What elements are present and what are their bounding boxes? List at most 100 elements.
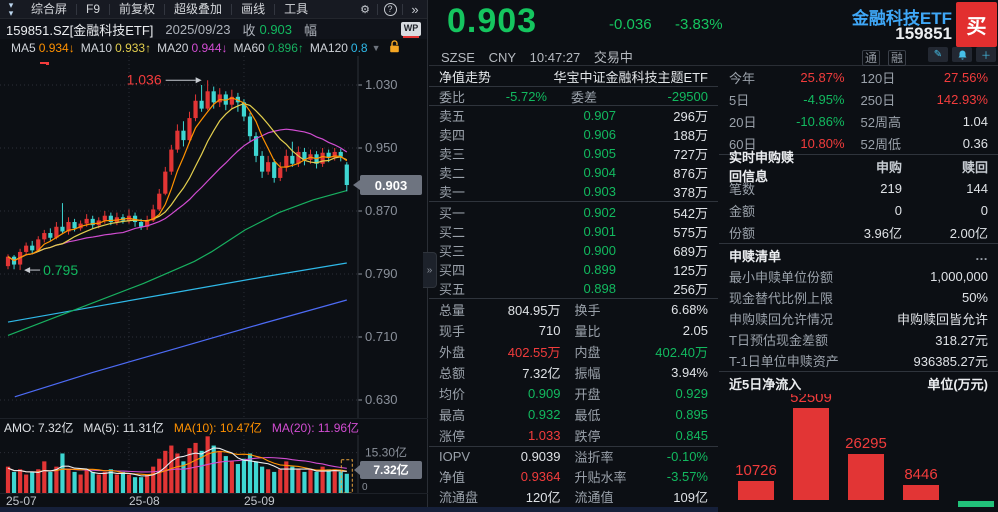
time-axis-label: 25-09	[244, 494, 275, 508]
bid-label: 买二	[439, 224, 466, 240]
iopv-row: 净值 0.9364 升贴水率 -3.57%	[429, 467, 718, 487]
stats-row: 均价 0.909 开盘 0.929	[429, 383, 718, 404]
stat-label: 涨停	[439, 428, 466, 444]
flow-bar-label: 52509	[790, 394, 832, 406]
ask-price: 0.906	[583, 127, 616, 143]
performance-section: 今年 25.87% 120日 27.56% 5日 -4.95% 250日 142.93% 20日…	[719, 66, 998, 154]
menu-item-2[interactable]: F9	[86, 2, 101, 16]
perf-value: 27.56%	[943, 69, 988, 85]
amo-legend-row: AMO: 7.32亿 MA(5): 11.31亿 MA(10): 10.47亿 MA(…	[0, 418, 428, 435]
ask-price: 0.904	[583, 165, 616, 181]
flow-bar	[958, 501, 994, 507]
ask-row[interactable]: 卖五 0.907 296万	[429, 106, 718, 125]
stats-row: 最高 0.932 最低 0.895	[429, 404, 718, 425]
bid-volume: 542万	[673, 205, 708, 221]
ma-label-ma10: MA10	[80, 41, 113, 55]
stat-value: 402.55万	[507, 344, 561, 360]
ask-volume: 188万	[673, 128, 708, 144]
perf-label: 60日	[729, 136, 757, 152]
ask-price: 0.905	[583, 146, 616, 162]
high-price-annotation: 1.036	[127, 71, 162, 87]
perf-label: 120日	[860, 70, 896, 86]
margin-tags: 通融	[854, 49, 906, 66]
stat-value: 2.05	[682, 322, 708, 338]
volume-chart[interactable]: 15.30亿 7.32亿 0	[0, 435, 428, 493]
bid-price: 0.902	[583, 204, 616, 220]
menu-separator	[164, 3, 166, 15]
ask-row[interactable]: 卖四 0.906 188万	[429, 125, 718, 144]
bid-row[interactable]: 买一 0.902 542万	[429, 202, 718, 221]
bid-label: 买四	[439, 262, 466, 278]
ask-row[interactable]: 卖一 0.903 378万	[429, 182, 718, 201]
fund-full-name: 华宝中证金融科技主题ETF	[553, 69, 708, 85]
header-action-icons: ✎ ＋	[924, 47, 996, 62]
volume-axis-tick: 15.30亿	[365, 445, 407, 460]
menu-item-3[interactable]: 前复权	[119, 2, 156, 16]
dropdown-icon[interactable]: ▾ ▾	[8, 0, 14, 18]
y-axis-tick: 0.950	[365, 140, 398, 155]
pcf-row: T日预估现金差额 318.27元	[719, 329, 998, 350]
bid-volume: 689万	[673, 243, 708, 259]
pcf-value: 318.27元	[935, 333, 988, 348]
pencil-icon[interactable]: ✎	[928, 47, 948, 62]
ask-label: 卖四	[439, 128, 466, 144]
bid-row[interactable]: 买二 0.901 575万	[429, 222, 718, 241]
flow-bar	[738, 481, 774, 500]
nav-trend-row[interactable]: 净值走势 华宝中证金融科技主题ETF	[429, 66, 718, 87]
iopv-row: 流通盘 120亿 流通值 109亿	[429, 487, 718, 507]
bid-row[interactable]: 买五 0.898 256万	[429, 279, 718, 298]
bid-label: 买一	[439, 205, 466, 221]
menu-item-6[interactable]: 工具	[284, 2, 309, 16]
price-change-percent: -3.83%	[675, 16, 723, 33]
flow-bar-label: 8446	[904, 466, 938, 484]
menu-item-5[interactable]: 画线	[241, 2, 266, 16]
more-ellipsis[interactable]: …	[975, 247, 988, 263]
subs-value: 3.96亿	[863, 225, 902, 241]
time-axis-label: 25-08	[129, 494, 160, 508]
redeem-value: 144	[966, 180, 988, 196]
candlestick-chart[interactable]: 1.030 0.950 0.870 0.790 0.710 0.630 1.036 0.795…	[0, 56, 428, 418]
stat-label: 均价	[439, 386, 466, 402]
plus-icon[interactable]: ＋	[976, 47, 996, 62]
bid-row[interactable]: 买四 0.899 125万	[429, 260, 718, 279]
pcf-label: 申购赎回允许情况	[729, 312, 834, 327]
lock-icon[interactable]	[389, 40, 400, 56]
stats-row: 现手 710 量比 2.05	[429, 320, 718, 341]
help-icon[interactable]: ?	[378, 2, 402, 16]
wp-plugin-icon[interactable]: WP	[401, 22, 421, 38]
menu-item-4[interactable]: 超级叠加	[174, 2, 223, 16]
stat-label: IOPV	[439, 449, 471, 465]
panel-expander[interactable]: »	[423, 252, 437, 288]
ma-label-ma120: MA120	[309, 41, 348, 55]
bid-price: 0.901	[583, 223, 616, 239]
net-inflow-bar-chart[interactable]: 10726 52509 26295 8446	[719, 394, 998, 507]
perf-value: 0.36	[962, 135, 988, 151]
flow-header: 近5日净流入 单位(万元)	[719, 371, 998, 394]
bell-icon[interactable]	[952, 47, 972, 62]
ask-label: 卖二	[439, 166, 466, 182]
ask-volume: 296万	[673, 109, 708, 125]
gear-icon[interactable]: ⚙	[360, 3, 370, 16]
flow-bar	[793, 408, 829, 500]
menu-item-1[interactable]: 综合屏	[31, 2, 68, 16]
bid-row[interactable]: 买三 0.900 689万	[429, 241, 718, 260]
collapse-triangle-icon[interactable]: ▼	[371, 43, 381, 53]
stat-value: 0.932	[527, 406, 561, 422]
tag-通: 通	[861, 50, 880, 66]
pcf-row: 最小申赎单位份额 1,000,000	[719, 266, 998, 287]
subs-value: 219	[880, 180, 902, 196]
ask-row[interactable]: 卖三 0.905 727万	[429, 144, 718, 163]
subscription-header: 实时申购赎回信息 申购 赎回	[719, 150, 998, 184]
nav-trend-label: 净值走势	[439, 69, 492, 85]
stat-label: 换手	[574, 302, 601, 318]
ask-row[interactable]: 卖二 0.904 876万	[429, 163, 718, 182]
bid-price: 0.899	[583, 261, 616, 277]
instrument-symbol: 159851.SZ[金融科技ETF]	[6, 22, 154, 38]
stat-label: 流通值	[574, 490, 614, 506]
buy-button[interactable]: 买	[956, 2, 997, 47]
subscription-row: 笔数 219 144	[719, 177, 998, 199]
more-menu-icon[interactable]: »	[411, 1, 419, 17]
pcf-label: T日预估现金差额	[729, 333, 828, 348]
fund-info-panel: 今年 25.87% 120日 27.56% 5日 -4.95% 250日 142.93% 20日…	[719, 66, 998, 512]
ask-levels: 卖五 0.907 296万卖四 0.906 188万 卖三 0.905 727万卖二 0.904…	[429, 106, 718, 201]
